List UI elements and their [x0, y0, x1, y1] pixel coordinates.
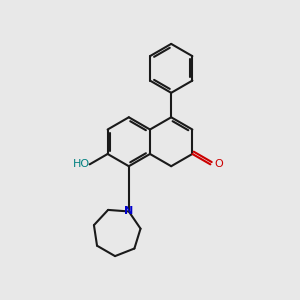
Text: N: N	[124, 206, 134, 217]
Text: O: O	[215, 159, 224, 170]
Text: HO: HO	[73, 159, 90, 170]
